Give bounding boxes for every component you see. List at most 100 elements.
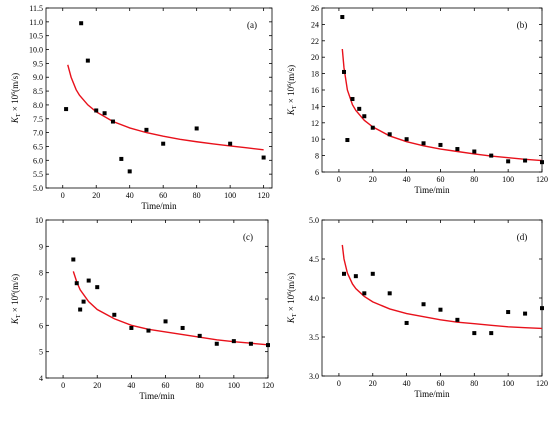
x-tick-label: 100 [228,381,240,390]
y-axis-label-part: T [292,313,298,317]
y-axis-label-part: 6 [287,292,293,295]
data-point [94,108,99,113]
data-point [421,302,426,307]
data-point [64,107,69,112]
data-point [489,153,494,158]
data-point [110,119,115,124]
x-tick-label: 100 [224,191,236,200]
y-tick-label: 5.5 [33,170,43,179]
data-point [370,125,375,130]
x-tick-label: 80 [193,191,201,200]
y-axis-label-part: 6 [11,293,17,296]
data-point [129,325,134,330]
x-tick-label: 20 [93,381,101,390]
x-tick-label: 40 [127,381,135,390]
y-tick-label: 6.5 [33,142,43,151]
data-point [438,307,443,312]
data-point [438,142,443,147]
data-point [506,310,511,315]
y-tick-label: 11.5 [29,4,43,13]
y-tick-label: 16 [311,86,319,95]
data-point [489,331,494,336]
panel-a: 0 20 40 60 80 100 120 5.0 5.5 6.0 6.5 7.0 7.5 8.0 8.5 9… [10,4,273,211]
data-point [455,147,460,152]
y-tick-label: 12 [311,119,319,128]
data-point [523,311,528,316]
y-axis-label-part: K [10,317,20,325]
y-tick-label: 6 [39,321,43,330]
x-tick-label: 120 [536,175,548,184]
panel-label: (d) [517,232,528,242]
data-point [340,15,345,20]
plot-frame [45,7,273,189]
y-axis-label-part: (m/s) [10,274,20,293]
y-axis-label-part: (m/s) [286,65,296,84]
plot-frame [45,219,269,379]
data-point [112,312,117,317]
data-point [353,274,358,279]
data-point [472,331,477,336]
data-point [540,160,544,165]
data-point [421,141,426,146]
y-axis-label-part: 6 [287,84,293,87]
x-axis-label: Time/min [141,201,177,211]
y-axis-label-part: × 10 [286,294,296,313]
x-tick-label: 60 [159,191,167,200]
x-tick-label: 40 [403,379,411,388]
data-point [214,341,219,346]
x-tick-label: 0 [61,191,65,200]
y-tick-label: 9 [39,242,43,251]
data-point [342,69,346,74]
x-tick-label: 40 [403,175,411,184]
data-point [540,306,544,311]
data-point [228,141,233,146]
y-tick-label: 4.0 [309,294,319,303]
data-point [71,257,76,262]
data-point [362,291,367,296]
y-axis-label-part: (m/s) [10,73,20,92]
y-tick-label: 6.0 [33,156,43,165]
x-tick-label: 60 [436,175,444,184]
data-point [79,21,84,26]
x-tick-label: 120 [258,191,270,200]
y-axis-label-part: K [286,108,296,116]
data-point [81,299,86,304]
y-axis-label-part: T [292,105,298,109]
plot-frame [321,219,543,377]
x-tick-label: 80 [470,379,478,388]
data-point [197,333,202,338]
data-point [345,138,350,143]
y-tick-label: 11.0 [29,18,43,27]
panel-d: 0 20 40 60 80 100 120 3.0 3.5 4.0 4.5 5.0 Time/min KT… [286,216,548,399]
y-tick-label: 8.5 [33,87,43,96]
x-tick-label: 0 [61,381,65,390]
x-tick-label: 80 [196,381,204,390]
y-axis-label-part: T [16,113,22,117]
x-axis-label: Time/min [414,185,450,195]
x-tick-label: 100 [502,379,514,388]
y-tick-label: 20 [311,53,319,62]
y-tick-label: 10 [311,135,319,144]
data-point [231,339,236,344]
y-tick-label: 9.5 [33,59,43,68]
y-tick-label: 4 [39,374,43,383]
y-tick-label: 14 [311,102,319,111]
panel-label: (b) [517,20,528,30]
data-point [357,106,362,111]
y-axis-label-part: (m/s) [286,273,296,292]
y-tick-label: 10.5 [29,32,43,41]
data-point [78,307,83,312]
x-tick-label: 20 [369,379,377,388]
y-tick-label: 22 [311,37,319,46]
y-tick-label: 8.0 [33,101,43,110]
x-tick-label: 100 [502,175,514,184]
data-point [362,114,367,119]
x-tick-label: 40 [126,191,134,200]
data-point [387,291,392,296]
data-point [455,317,460,322]
panel-b: 0 20 40 60 80 100 120 6 8 10 12 14 16 18 20 22 24 26 Time/… [286,4,548,195]
y-tick-label: 3.0 [309,372,319,381]
data-point [342,271,346,276]
y-tick-label: 8 [315,152,319,161]
